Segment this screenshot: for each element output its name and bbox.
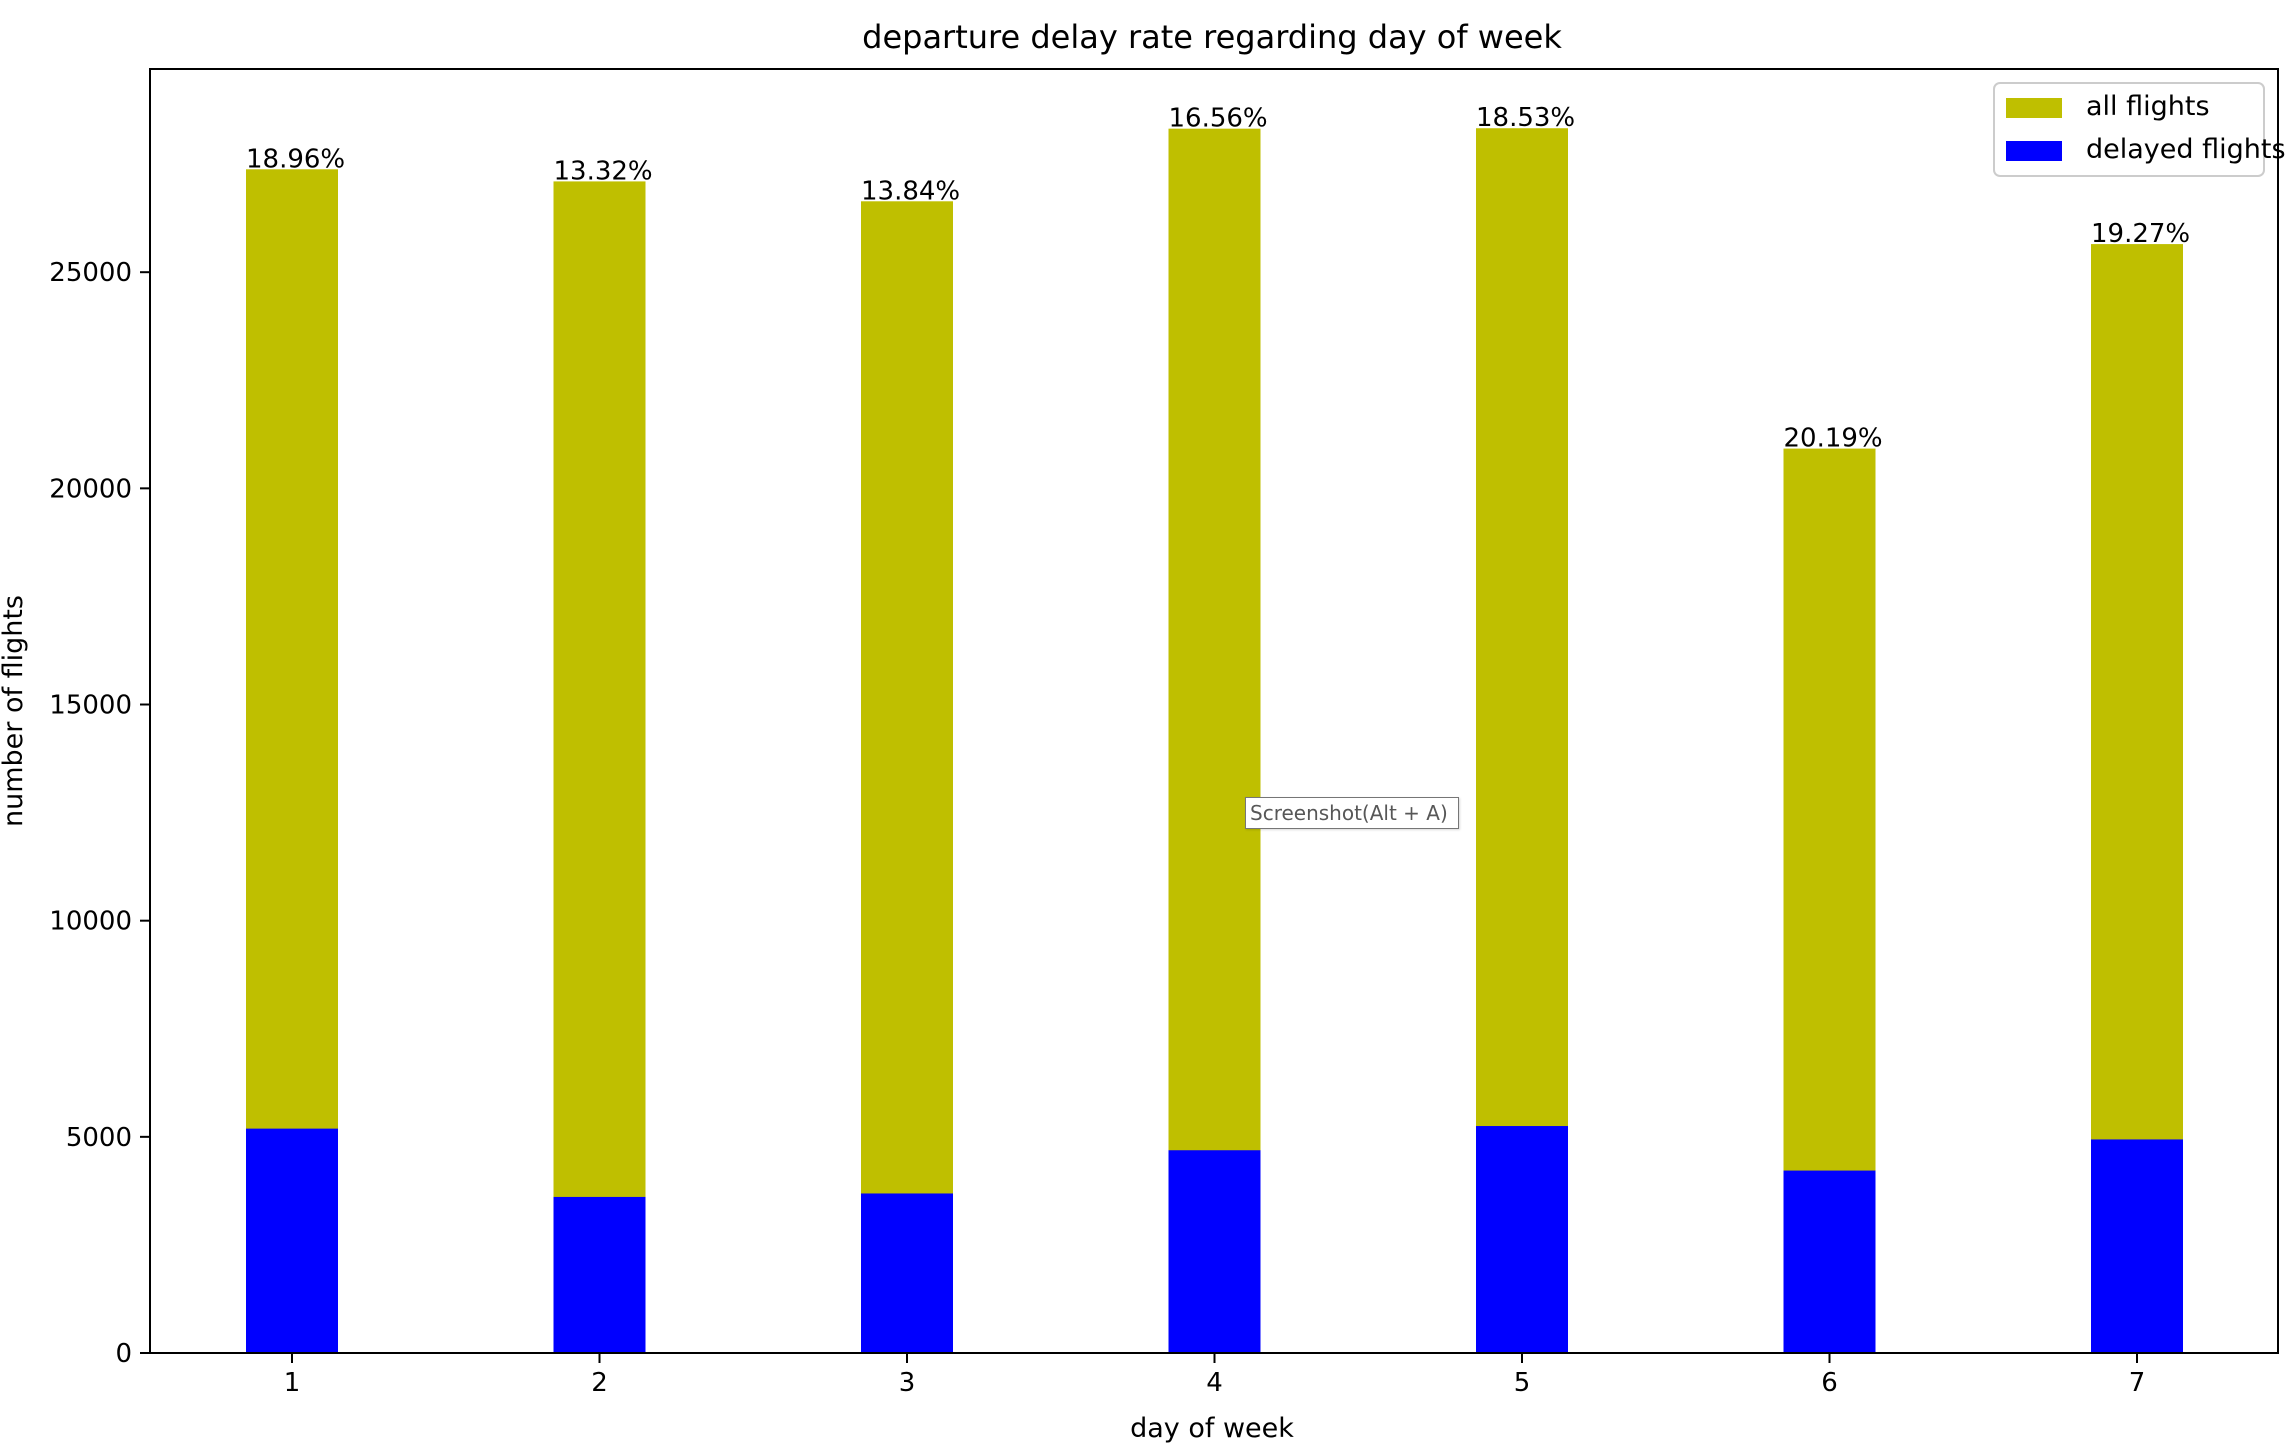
bar-delayed-flights: [553, 1196, 646, 1353]
bar-delayed-flights: [1476, 1126, 1568, 1353]
delay-rate-labels: 18.96% 13.32% 13.84% 16.56% 18.53% 20.19% 19.2…: [246, 103, 2190, 453]
delay-rate-label: 18.53%: [1476, 103, 1575, 133]
bar-delayed-flights: [2091, 1139, 2183, 1353]
screenshot-tooltip: Screenshot(Alt + A): [1245, 797, 1459, 829]
delay-rate-label: 19.27%: [2091, 219, 2190, 249]
legend: all flights delayed flights: [1993, 82, 2286, 177]
delay-rate-label: 18.96%: [246, 144, 345, 174]
y-tick-label: 15000: [49, 691, 132, 721]
delay-rate-label: 20.19%: [1784, 424, 1883, 454]
bar-delayed-flights: [1168, 1150, 1261, 1353]
bar-delayed-flights: [1783, 1170, 1876, 1353]
x-tick-label: 2: [591, 1368, 608, 1398]
x-tick-label: 3: [899, 1368, 916, 1398]
x-tick-label: 5: [1514, 1368, 1531, 1398]
bar-all-flights: [1168, 128, 1261, 1353]
legend-label-all-flights: all flights: [2086, 91, 2210, 122]
chart-title: departure delay rate regarding day of we…: [862, 18, 1562, 56]
bar-delayed-flights: [861, 1193, 953, 1353]
y-axis-label: number of flights: [0, 595, 29, 827]
delay-rate-label: 13.84%: [861, 176, 960, 206]
delayed-flights-bars: [246, 1126, 2183, 1353]
x-tick-label: 7: [2129, 1368, 2146, 1398]
x-tick-label: 6: [1821, 1368, 1838, 1398]
delay-rate-label: 16.56%: [1169, 104, 1268, 134]
delay-rate-label: 13.32%: [554, 156, 653, 186]
bar-all-flights: [861, 201, 953, 1354]
y-tick-label: 5000: [66, 1123, 132, 1153]
x-tick-label: 1: [284, 1368, 301, 1398]
legend-swatch-all-flights: [2006, 98, 2062, 118]
bar-all-flights: [553, 181, 646, 1353]
y-tick-label: 20000: [49, 474, 132, 504]
bar-delayed-flights: [246, 1128, 338, 1353]
x-tick-label: 4: [1206, 1368, 1223, 1398]
legend-label-delayed-flights: delayed flights: [2086, 134, 2286, 165]
y-axis: 0 5000 10000 15000 20000 25000: [49, 258, 150, 1369]
y-tick-label: 0: [115, 1339, 132, 1369]
y-tick-label: 10000: [49, 907, 132, 937]
x-axis-label: day of week: [1130, 1413, 1294, 1444]
x-axis: 1 2 3 4 5 6 7: [284, 1353, 2146, 1398]
y-tick-label: 25000: [49, 258, 132, 288]
legend-swatch-delayed-flights: [2006, 141, 2062, 161]
